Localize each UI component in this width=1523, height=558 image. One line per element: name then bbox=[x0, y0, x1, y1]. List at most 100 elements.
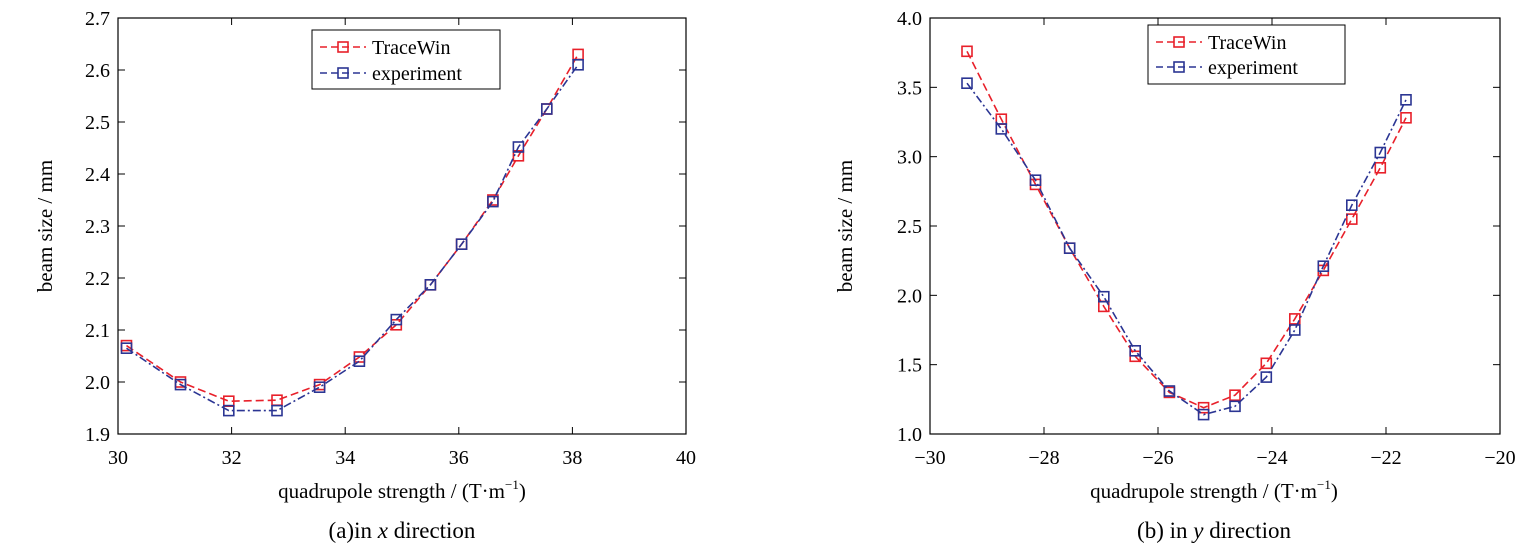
y-tick-label: 2.4 bbox=[85, 164, 110, 186]
data-point-tracewin bbox=[572, 48, 584, 61]
data-point-tracewin bbox=[961, 45, 973, 58]
legend-a: TraceWin experiment bbox=[311, 29, 501, 90]
data-point-experiment bbox=[313, 381, 326, 394]
y-tick-label: 1.0 bbox=[897, 424, 922, 446]
y-tick-label: 2.5 bbox=[897, 216, 922, 238]
caption-a-prefix: (a)in bbox=[329, 518, 378, 543]
data-point-experiment bbox=[1098, 290, 1110, 303]
caption-b-prefix: (b) in bbox=[1137, 518, 1193, 543]
chart-panel-a: 30 32 34 36 38 401.92.02.12.22.32.42.52.62.7 … bbox=[33, 8, 696, 543]
y-tick-label: 2.3 bbox=[85, 216, 110, 238]
x-tick-label: −24 bbox=[1256, 447, 1287, 469]
y-tick-label: 3.5 bbox=[897, 77, 922, 99]
data-point-experiment bbox=[455, 238, 468, 250]
data-point-experiment bbox=[1346, 199, 1358, 211]
y-tick-label: 2.2 bbox=[85, 268, 110, 290]
caption-a-suffix: direction bbox=[388, 518, 476, 543]
x-tick-label: 38 bbox=[562, 447, 582, 469]
x-tick-label: 32 bbox=[222, 447, 242, 469]
caption-a-var: x bbox=[377, 518, 389, 543]
y-tick-label: 2.7 bbox=[85, 8, 110, 30]
legend-label-a-0: TraceWin bbox=[372, 37, 450, 59]
chart-marks-b bbox=[961, 45, 1412, 421]
series-line-tracewin bbox=[966, 50, 1407, 409]
data-point-experiment bbox=[961, 77, 973, 89]
y-tick-label: 3.0 bbox=[897, 147, 922, 169]
data-point-tracewin bbox=[1374, 162, 1387, 174]
legend-marker-b-0 bbox=[1173, 36, 1185, 48]
axis-ticks-b: −30 −28 −26 −24 −22 −20 1.0 1.5 2.0 2.5 3.0 3.5 4.0 bbox=[897, 8, 1516, 469]
axis-ticks-a: 30 32 34 36 38 40 1.9 2.0 2.1 2.2 2.3 2.4 2.5 2.6 2.7 bbox=[85, 8, 696, 469]
data-point-experiment bbox=[1229, 400, 1241, 413]
legend-b: TraceWin experiment bbox=[1147, 24, 1346, 85]
legend-label-a-1: experiment bbox=[372, 63, 462, 85]
legend-marker-b-1 bbox=[1173, 61, 1185, 73]
y-tick-label: 4.0 bbox=[897, 8, 922, 30]
y-tick-label: 2.0 bbox=[85, 372, 110, 394]
y-axis-label-a: beam size / mm bbox=[33, 160, 57, 292]
x-axis-label-b-end: ) bbox=[1331, 479, 1338, 503]
data-point-experiment bbox=[1129, 344, 1141, 357]
chart-marks-a bbox=[120, 48, 584, 417]
data-point-experiment bbox=[424, 278, 437, 291]
x-axis-label-a-sup: −1 bbox=[505, 477, 519, 492]
data-point-experiment bbox=[540, 103, 553, 115]
data-point-experiment bbox=[487, 195, 499, 208]
x-tick-label: 30 bbox=[108, 447, 128, 469]
y-tick-label: 2.5 bbox=[85, 112, 110, 134]
x-axis-label-b: quadrupole strength / (T·m−1) bbox=[1090, 477, 1338, 503]
data-point-tracewin bbox=[1197, 401, 1210, 414]
y-tick-label: 2.6 bbox=[85, 60, 110, 82]
data-point-experiment bbox=[995, 123, 1008, 135]
caption-a: (a)in x direction bbox=[329, 518, 476, 543]
x-axis-label-a: quadrupole strength / (T·m−1) bbox=[278, 477, 526, 503]
series-line-experiment bbox=[966, 82, 1407, 416]
data-point-experiment bbox=[1400, 94, 1412, 106]
data-point-experiment bbox=[120, 342, 133, 355]
x-axis-label-b-main: quadrupole strength / (T·m bbox=[1090, 479, 1317, 503]
y-tick-label: 2.1 bbox=[85, 320, 110, 342]
x-tick-label: −26 bbox=[1142, 447, 1173, 469]
chart-panel-b: −30 −28 −26 −24 −22 −201.01.52.02.53.03.54.0 … bbox=[833, 8, 1516, 543]
legend-marker-a-0 bbox=[337, 41, 349, 53]
data-point-experiment bbox=[1163, 385, 1176, 397]
x-tick-label: −30 bbox=[914, 447, 945, 469]
caption-b-suffix: direction bbox=[1203, 518, 1291, 543]
data-point-experiment bbox=[390, 313, 403, 326]
data-point-experiment bbox=[1260, 371, 1273, 383]
data-point-tracewin bbox=[512, 150, 525, 162]
data-point-experiment bbox=[353, 355, 366, 368]
x-tick-label: −22 bbox=[1370, 447, 1401, 469]
data-point-experiment bbox=[1029, 174, 1042, 186]
x-tick-label: 36 bbox=[449, 447, 469, 469]
series-line-tracewin bbox=[126, 54, 579, 403]
data-point-experiment bbox=[174, 378, 187, 391]
legend-box-a bbox=[311, 29, 501, 90]
y-tick-label: 1.5 bbox=[897, 355, 922, 377]
data-point-experiment bbox=[1374, 146, 1387, 159]
series-line-experiment bbox=[126, 64, 579, 412]
data-point-tracewin bbox=[1260, 357, 1273, 370]
data-point-tracewin bbox=[1229, 389, 1241, 402]
x-axis-label-a-end: ) bbox=[519, 479, 526, 503]
data-point-experiment bbox=[1063, 242, 1076, 254]
data-point-experiment bbox=[1289, 324, 1301, 336]
data-point-tracewin bbox=[1289, 313, 1301, 325]
x-axis-label-a-main: quadrupole strength / (T·m bbox=[278, 479, 505, 503]
data-point-experiment bbox=[223, 404, 235, 417]
data-point-tracewin bbox=[1346, 213, 1358, 225]
legend-marker-a-1 bbox=[337, 67, 349, 79]
caption-b-var: y bbox=[1191, 518, 1204, 543]
x-tick-label: 34 bbox=[335, 447, 355, 469]
data-point-experiment bbox=[572, 58, 584, 71]
x-tick-label: −28 bbox=[1028, 447, 1059, 469]
data-point-tracewin bbox=[1400, 112, 1412, 124]
x-axis-label-b-sup: −1 bbox=[1317, 477, 1331, 492]
data-point-experiment bbox=[271, 404, 283, 417]
x-tick-label: 40 bbox=[676, 447, 696, 469]
data-point-experiment bbox=[1317, 260, 1330, 273]
y-tick-label: 2.0 bbox=[897, 285, 922, 307]
legend-box-b bbox=[1147, 24, 1346, 85]
y-tick-label: 1.9 bbox=[85, 424, 110, 446]
